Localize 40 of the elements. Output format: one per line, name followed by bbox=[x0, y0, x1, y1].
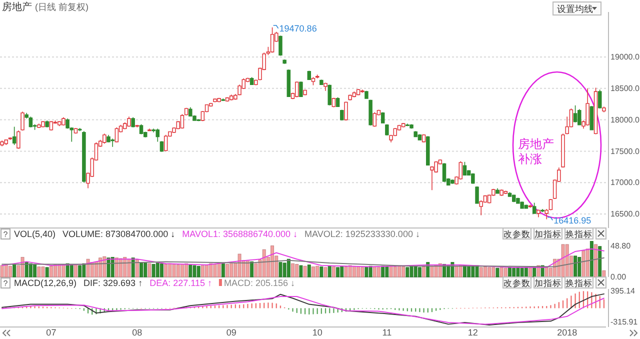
series-label: DIF: 329.693 ↑ bbox=[84, 278, 143, 288]
y-tick-label: 16500.0 bbox=[610, 210, 640, 219]
chart-title: 房地产 bbox=[2, 1, 32, 13]
annotation: 房地产补涨 bbox=[518, 137, 554, 166]
dropdown-button: 设置均线 bbox=[552, 2, 602, 16]
text: MAVOL2: 1925233330.000 ↓ bbox=[304, 229, 420, 239]
button: 改参数 bbox=[502, 276, 532, 288]
text: MAVOL1: 3568886740.000 ↓ bbox=[182, 229, 298, 239]
button: 加指标 bbox=[534, 276, 562, 288]
x-tick-label: 09 bbox=[226, 327, 236, 338]
help-button: ? bbox=[0, 278, 10, 288]
y-tick-label: -315.91 bbox=[610, 317, 638, 326]
y-tick-label: 0.00 bbox=[610, 272, 627, 282]
series-label: DEA: 227.115 ↑ bbox=[150, 278, 212, 288]
annotation: 设置均线 bbox=[557, 4, 593, 14]
y-tick-label: 18500.0 bbox=[610, 84, 640, 93]
x-tick-label: 12 bbox=[468, 327, 478, 338]
annotation: 16416.95 bbox=[554, 215, 592, 226]
x-tick-label: 10 bbox=[312, 327, 322, 338]
button: 加指标 bbox=[534, 228, 562, 240]
button: 换指标 bbox=[564, 276, 594, 288]
help-button: ? bbox=[0, 228, 10, 240]
chart-title: MACD(12,26,9) bbox=[14, 278, 77, 288]
y-tick-label: 17500.0 bbox=[610, 146, 640, 156]
x-tick-label: 11 bbox=[382, 327, 392, 338]
legend-label: MACD: 205.156 ↓ bbox=[224, 278, 295, 288]
button: 换指标 bbox=[564, 228, 594, 240]
x-tick-label: 08 bbox=[132, 327, 142, 338]
y-tick-label: 395.14 bbox=[610, 286, 636, 296]
chart-title: VOL(5,40) bbox=[14, 229, 56, 239]
x-tick-label: 07 bbox=[46, 327, 56, 338]
chart-subtitle: (日线 前复权) bbox=[35, 2, 88, 12]
button: 改参数 bbox=[502, 228, 532, 240]
text: VOLUME: 873084700.000 ↓ bbox=[62, 229, 176, 239]
y-tick-label: 18000.0 bbox=[610, 115, 640, 124]
y-tick-label: 19000.0 bbox=[610, 52, 640, 62]
y-tick-label: 48.80 bbox=[610, 241, 632, 250]
y-tick-label: 17000.0 bbox=[610, 178, 640, 188]
annotation: 19470.86 bbox=[279, 23, 317, 34]
x-tick-label: 2018 bbox=[557, 327, 578, 338]
